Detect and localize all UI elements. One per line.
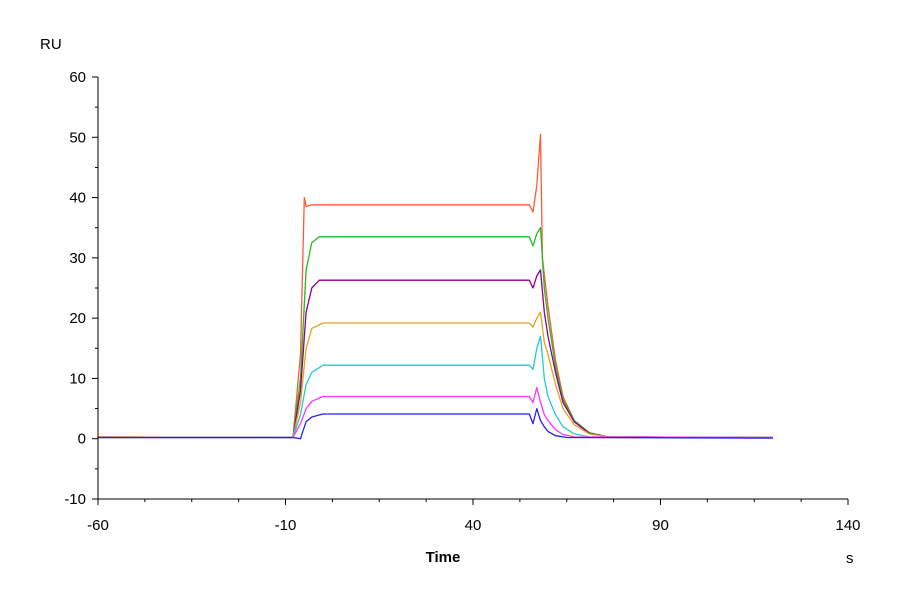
y-tick-label: 30	[69, 250, 86, 267]
series-line-3	[98, 269, 774, 439]
series-line-4	[97, 311, 774, 439]
y-tick-label: 60	[69, 69, 86, 86]
y-tick-label: 50	[69, 129, 86, 146]
y-tick-label: -10	[64, 491, 86, 508]
series-layer	[97, 133, 774, 440]
x-tick-label: 40	[465, 517, 482, 534]
y-tick-label: 20	[69, 310, 86, 327]
x-tick-label: 140	[835, 517, 860, 534]
y-tick-label: 10	[69, 370, 86, 387]
series-line-7	[98, 407, 774, 440]
x-axis-title: Time	[426, 549, 461, 566]
y-unit-label: RU	[40, 36, 62, 53]
x-tick-label: 90	[652, 517, 669, 534]
series-line-6	[98, 386, 774, 439]
series-line-1	[97, 133, 774, 439]
y-tick-label: 40	[69, 190, 86, 207]
x-tick-label: -60	[87, 517, 109, 534]
series-line-5	[98, 335, 774, 439]
series-line-2	[98, 227, 774, 439]
x-unit-label: s	[846, 550, 854, 567]
x-tick-label: -10	[275, 517, 297, 534]
y-tick-label: 0	[78, 431, 86, 448]
